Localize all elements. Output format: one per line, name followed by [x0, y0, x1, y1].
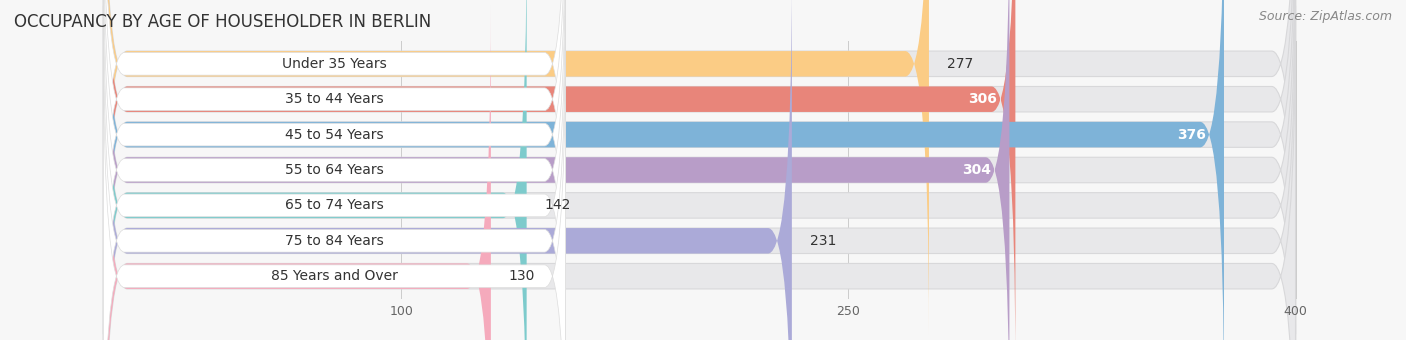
FancyBboxPatch shape: [104, 0, 565, 300]
Text: 130: 130: [509, 269, 536, 283]
Text: 306: 306: [969, 92, 997, 106]
FancyBboxPatch shape: [104, 0, 1295, 340]
FancyBboxPatch shape: [104, 0, 1295, 340]
Text: 45 to 54 Years: 45 to 54 Years: [285, 128, 384, 141]
Text: 65 to 74 Years: 65 to 74 Years: [285, 199, 384, 212]
Text: 55 to 64 Years: 55 to 64 Years: [285, 163, 384, 177]
Text: 304: 304: [963, 163, 991, 177]
FancyBboxPatch shape: [104, 4, 565, 340]
FancyBboxPatch shape: [104, 0, 565, 340]
FancyBboxPatch shape: [104, 0, 1295, 334]
FancyBboxPatch shape: [104, 0, 527, 340]
Text: 35 to 44 Years: 35 to 44 Years: [285, 92, 384, 106]
Text: 142: 142: [544, 199, 571, 212]
Text: 376: 376: [1177, 128, 1206, 141]
FancyBboxPatch shape: [104, 0, 565, 336]
FancyBboxPatch shape: [104, 0, 1015, 340]
FancyBboxPatch shape: [104, 6, 1295, 340]
FancyBboxPatch shape: [104, 40, 565, 340]
FancyBboxPatch shape: [104, 0, 565, 340]
Text: 85 Years and Over: 85 Years and Over: [271, 269, 398, 283]
FancyBboxPatch shape: [104, 0, 1295, 340]
FancyBboxPatch shape: [104, 0, 1010, 340]
Text: 75 to 84 Years: 75 to 84 Years: [285, 234, 384, 248]
FancyBboxPatch shape: [104, 0, 929, 334]
Text: 231: 231: [810, 234, 837, 248]
FancyBboxPatch shape: [104, 6, 491, 340]
FancyBboxPatch shape: [104, 0, 1225, 340]
FancyBboxPatch shape: [104, 0, 1295, 340]
Text: 277: 277: [946, 57, 973, 71]
FancyBboxPatch shape: [104, 0, 565, 340]
FancyBboxPatch shape: [104, 0, 1295, 340]
FancyBboxPatch shape: [104, 0, 792, 340]
Text: Under 35 Years: Under 35 Years: [283, 57, 387, 71]
Text: Source: ZipAtlas.com: Source: ZipAtlas.com: [1258, 10, 1392, 23]
Text: OCCUPANCY BY AGE OF HOUSEHOLDER IN BERLIN: OCCUPANCY BY AGE OF HOUSEHOLDER IN BERLI…: [14, 13, 432, 31]
